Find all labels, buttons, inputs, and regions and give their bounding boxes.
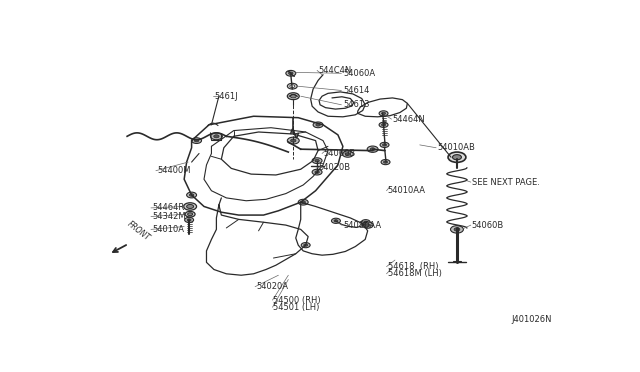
- Circle shape: [332, 218, 340, 223]
- Circle shape: [361, 219, 370, 225]
- Text: 54618M (LH): 54618M (LH): [388, 269, 442, 278]
- Circle shape: [454, 228, 460, 231]
- Circle shape: [188, 213, 193, 216]
- Text: 54020B: 54020B: [318, 163, 350, 172]
- Circle shape: [367, 146, 378, 153]
- Circle shape: [298, 199, 308, 205]
- Text: 54010AB: 54010AB: [437, 143, 475, 152]
- Circle shape: [287, 137, 300, 144]
- Text: FRONT: FRONT: [125, 219, 152, 242]
- Text: 54020A: 54020A: [256, 282, 288, 291]
- Text: J401026N: J401026N: [511, 315, 552, 324]
- Circle shape: [379, 122, 388, 128]
- Circle shape: [315, 159, 319, 162]
- Circle shape: [346, 153, 350, 155]
- Circle shape: [381, 124, 385, 126]
- Circle shape: [289, 72, 293, 74]
- Text: 54618  (RH): 54618 (RH): [388, 262, 438, 271]
- Circle shape: [187, 219, 191, 221]
- Circle shape: [187, 192, 196, 198]
- Circle shape: [312, 158, 322, 164]
- Circle shape: [287, 93, 300, 100]
- Text: 544C4N: 544C4N: [318, 66, 351, 75]
- Circle shape: [187, 205, 193, 208]
- Circle shape: [312, 169, 322, 175]
- Text: 54342M: 54342M: [152, 212, 186, 221]
- Circle shape: [211, 133, 222, 140]
- Text: 54010AA: 54010AA: [388, 186, 426, 195]
- Text: SEE NEXT PAGE.: SEE NEXT PAGE.: [472, 178, 540, 187]
- Circle shape: [286, 70, 296, 76]
- Circle shape: [195, 139, 199, 142]
- Text: 54060B: 54060B: [472, 221, 504, 230]
- Circle shape: [315, 171, 319, 173]
- Circle shape: [191, 138, 202, 144]
- Circle shape: [370, 148, 375, 151]
- Circle shape: [301, 201, 305, 203]
- Circle shape: [383, 161, 388, 163]
- Circle shape: [362, 222, 373, 228]
- Circle shape: [365, 224, 370, 227]
- Text: 54464R: 54464R: [152, 203, 184, 212]
- Circle shape: [316, 124, 320, 126]
- Circle shape: [334, 219, 338, 222]
- Text: 54400M: 54400M: [157, 166, 190, 175]
- Circle shape: [380, 142, 389, 147]
- Circle shape: [342, 151, 353, 157]
- Circle shape: [301, 243, 310, 248]
- Circle shape: [291, 139, 296, 142]
- Circle shape: [291, 94, 296, 98]
- Circle shape: [313, 122, 323, 128]
- Circle shape: [381, 112, 385, 115]
- Circle shape: [185, 217, 193, 222]
- Circle shape: [189, 194, 194, 196]
- Text: 54613: 54613: [343, 100, 369, 109]
- Text: 54500 (RH): 54500 (RH): [273, 296, 321, 305]
- Circle shape: [381, 160, 390, 165]
- Text: 54080AA: 54080AA: [343, 221, 381, 230]
- Circle shape: [184, 203, 196, 210]
- Circle shape: [287, 83, 297, 89]
- Text: 54614: 54614: [343, 86, 369, 95]
- Circle shape: [448, 152, 466, 162]
- Text: 5461J: 5461J: [214, 92, 237, 101]
- Text: 54010A: 54010A: [152, 225, 184, 234]
- Text: 54060B: 54060B: [323, 149, 355, 158]
- Circle shape: [364, 221, 368, 224]
- Circle shape: [451, 226, 463, 233]
- Circle shape: [185, 211, 195, 217]
- Circle shape: [214, 135, 219, 138]
- Circle shape: [303, 244, 308, 246]
- Circle shape: [383, 144, 387, 146]
- Circle shape: [290, 85, 295, 88]
- Circle shape: [379, 111, 388, 116]
- Text: 54501 (LH): 54501 (LH): [273, 303, 320, 312]
- Circle shape: [452, 155, 461, 160]
- Text: 54060A: 54060A: [343, 69, 375, 78]
- Text: 54464N: 54464N: [392, 115, 425, 124]
